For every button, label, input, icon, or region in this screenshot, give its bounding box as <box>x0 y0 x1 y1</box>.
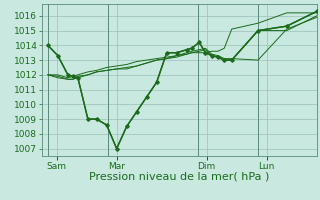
X-axis label: Pression niveau de la mer( hPa ): Pression niveau de la mer( hPa ) <box>89 172 269 182</box>
